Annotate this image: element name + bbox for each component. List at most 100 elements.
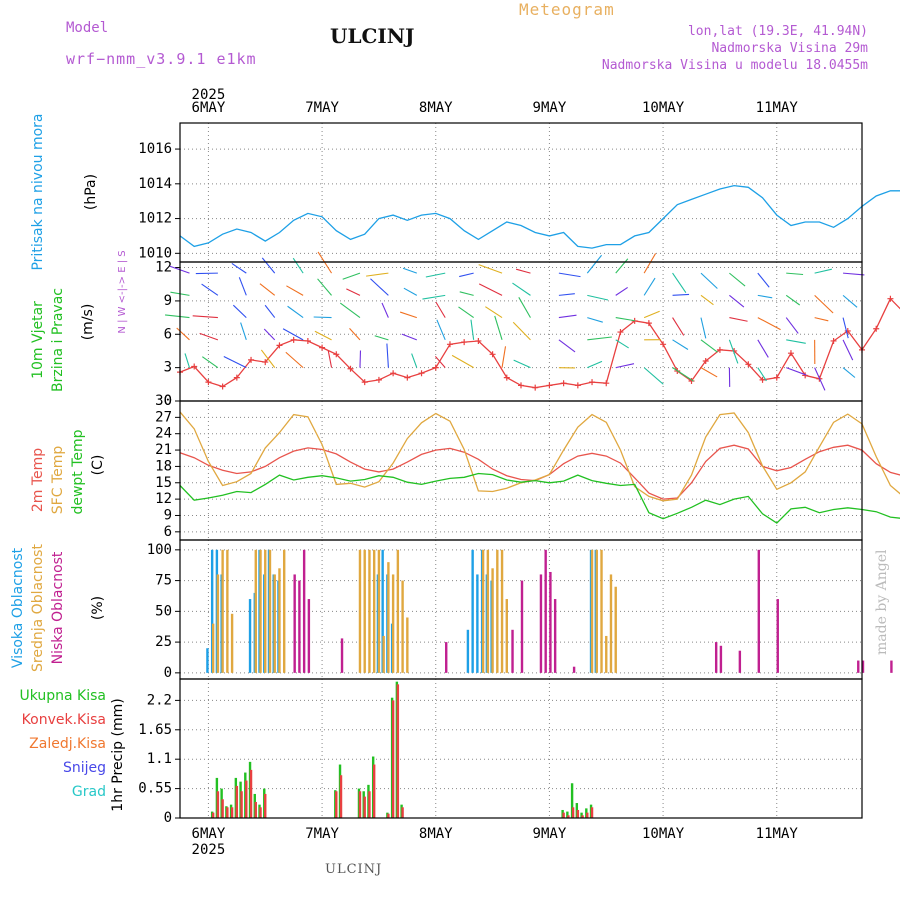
- wind-arrow: [327, 350, 333, 368]
- clouds-bar: [211, 623, 215, 673]
- temperature-series-line: [179, 472, 900, 524]
- y-tick-label: 15: [155, 475, 172, 491]
- precip-bar: [254, 801, 257, 818]
- wind-speed-marker: [759, 376, 766, 383]
- wind-arrow: [615, 286, 628, 296]
- temp-ylabel3: dewpt Temp: [70, 429, 86, 514]
- wind-arrow: [842, 294, 858, 308]
- wind-arrow: [757, 367, 767, 382]
- model-label: Model: [66, 20, 109, 36]
- y-tick-label: 6: [164, 524, 172, 540]
- clouds-bar: [505, 599, 508, 673]
- y-tick-label: 50: [155, 603, 172, 619]
- y-tick-label: 3: [164, 360, 172, 376]
- precip-bar: [372, 764, 376, 818]
- wind-arrow: [700, 272, 718, 289]
- wind-arrow: [478, 283, 503, 296]
- wind-arrow: [786, 272, 804, 276]
- clouds-bar: [549, 571, 552, 673]
- temperature-series-line: [179, 411, 900, 502]
- y-tick-label: 0: [164, 810, 172, 826]
- x-bottom-tick-label: 10MAY: [642, 826, 685, 842]
- y-tick-label: 9: [164, 293, 172, 309]
- clouds-bar: [282, 549, 286, 673]
- y-tick-label: 6: [164, 326, 172, 342]
- y-tick-label: 9: [164, 507, 172, 523]
- wind-arrow: [643, 253, 657, 274]
- wind-arrow: [346, 288, 361, 296]
- clouds-bar: [539, 574, 543, 673]
- clouds-bar: [248, 599, 252, 673]
- wind-arrow: [232, 304, 247, 318]
- x-top-tick-label: 8MAY: [419, 100, 453, 116]
- clouds-bar: [278, 568, 281, 673]
- wind-arrow: [313, 316, 332, 319]
- y-tick-label: 1.1: [147, 751, 172, 767]
- x-top-tick-label: 10MAY: [642, 100, 685, 116]
- wind-arrow: [643, 277, 656, 296]
- y-tick-label: 12: [155, 260, 172, 276]
- temperature-panel-frame: [179, 400, 863, 541]
- clouds-bar: [476, 574, 479, 673]
- wind-arrow: [285, 351, 304, 369]
- wind-arrow: [615, 258, 629, 274]
- clouds-bar: [206, 648, 209, 673]
- wind-speed-marker: [418, 370, 425, 377]
- wind-speed-marker: [446, 341, 453, 348]
- y-tick-label: 100: [147, 542, 172, 558]
- cloud-ylabel: Visoka Oblacnost: [10, 547, 26, 668]
- wind-arrow: [558, 293, 575, 296]
- wind-arrow: [700, 367, 718, 378]
- wind-compass: N | W <-|-> E | S: [117, 250, 128, 333]
- year-bottom-label: 2025: [192, 842, 226, 858]
- wind-arrow: [422, 294, 446, 300]
- temp-ylabel2: SFC Temp: [50, 446, 66, 515]
- y-tick-label: 1016: [138, 141, 172, 157]
- wind-arrow: [558, 272, 581, 278]
- wind-arrow: [192, 315, 218, 319]
- clouds-bar: [363, 549, 366, 673]
- wind-arrow: [282, 328, 304, 341]
- precip-bar: [401, 807, 404, 818]
- wind-arrow: [842, 339, 854, 361]
- wind-arrow: [292, 257, 304, 274]
- clouds-bar: [368, 549, 371, 673]
- wind-arrow: [359, 350, 362, 368]
- clouds-bar: [481, 549, 485, 673]
- x-bottom-tick-label: 8MAY: [419, 826, 453, 842]
- clouds-bar: [268, 549, 272, 673]
- y-tick-label: 24: [155, 426, 172, 442]
- wind-arrow: [399, 311, 417, 319]
- wind-arrow: [512, 282, 531, 296]
- clouds-bar: [496, 549, 499, 673]
- wind-speed-marker: [248, 356, 255, 363]
- wind-arrow: [402, 267, 417, 274]
- wind-arrow: [261, 257, 276, 274]
- clouds-bar: [221, 549, 224, 673]
- wind-arrow: [728, 339, 739, 364]
- clouds-bar: [520, 580, 524, 673]
- wind-speed-marker: [716, 346, 723, 353]
- wind-series-line: [179, 297, 900, 389]
- precip-bar: [249, 769, 253, 818]
- clouds-bar: [719, 645, 723, 673]
- clouds-bar: [605, 635, 608, 673]
- wind-arrow: [814, 317, 829, 322]
- wind-arrow: [672, 293, 690, 296]
- wind-arrow: [672, 317, 685, 336]
- wind-arrow: [700, 339, 718, 353]
- wind-arrow: [512, 321, 531, 341]
- clouds-bar: [377, 549, 381, 673]
- wind-arrow: [403, 287, 418, 296]
- precip-bar: [240, 791, 243, 818]
- clouds-bar: [293, 574, 296, 673]
- clouds-bar: [401, 580, 404, 673]
- wind-arrow: [672, 272, 687, 293]
- wind-arrow: [317, 278, 332, 296]
- wind-arrow: [478, 264, 503, 274]
- clouds-bar: [382, 635, 385, 673]
- wind-speed-marker: [191, 363, 198, 370]
- wind-arrow: [558, 314, 577, 319]
- wind-speed-marker: [830, 337, 837, 344]
